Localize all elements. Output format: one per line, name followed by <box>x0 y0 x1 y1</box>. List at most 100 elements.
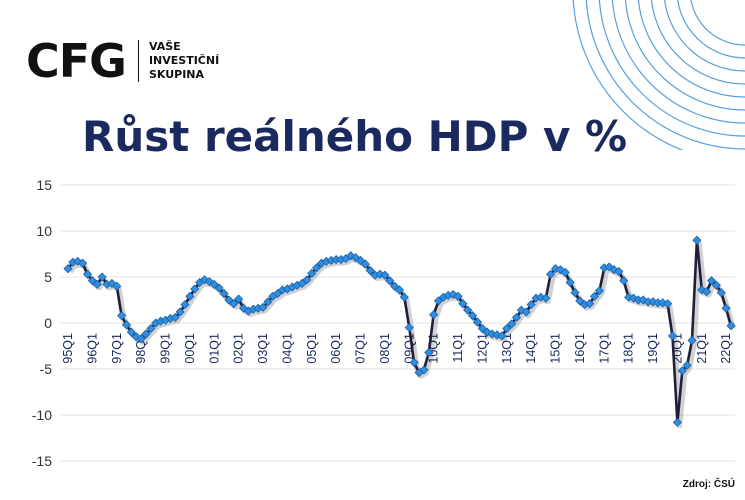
logo-tagline: VAŠE INVESTIČNÍ SKUPINA <box>149 40 219 82</box>
x-tick-label: 04Q1 <box>280 333 294 364</box>
x-tick-label: 15Q1 <box>549 333 563 364</box>
data-point <box>721 303 731 313</box>
data-point <box>419 365 429 375</box>
x-tick-label: 06Q1 <box>329 333 343 364</box>
y-tick-label: -10 <box>32 407 52 423</box>
data-point <box>619 276 629 286</box>
data-point <box>117 311 127 321</box>
logo-tagline-line-3: SKUPINA <box>148 68 205 81</box>
data-point <box>526 300 536 310</box>
x-tick-label: 16Q1 <box>573 333 587 364</box>
x-axis-tick-labels: 95Q1 96Q1 97Q1 98Q1 99Q1 00Q1 01Q1 02Q1 03Q1 04Q1… <box>61 333 733 364</box>
data-point <box>170 312 180 323</box>
data-point <box>365 265 375 276</box>
y-axis-tick-labels: 15 10 5 0 -5 -10 -15 <box>32 177 52 469</box>
data-point <box>663 299 673 309</box>
data-line-series <box>66 238 736 429</box>
data-point <box>92 279 102 289</box>
data-point <box>453 291 463 301</box>
data-point <box>521 307 531 317</box>
data-point <box>112 281 122 291</box>
data-point <box>180 300 190 310</box>
x-tick-label: 00Q1 <box>183 333 197 364</box>
data-point <box>589 291 600 301</box>
data-point <box>394 285 405 295</box>
data-point <box>380 270 390 280</box>
data-point <box>560 267 570 277</box>
data-point-markers <box>63 235 736 427</box>
data-point <box>672 417 682 427</box>
x-tick-label: 12Q1 <box>475 333 489 364</box>
data-point <box>594 286 604 296</box>
data-point <box>307 268 317 278</box>
x-tick-label: 14Q1 <box>524 333 538 364</box>
data-point <box>399 292 409 302</box>
data-point <box>409 357 419 368</box>
y-tick-label: 10 <box>36 223 52 239</box>
data-point <box>468 311 478 321</box>
data-point <box>585 299 595 309</box>
data-point <box>429 310 439 320</box>
data-point <box>502 323 512 334</box>
logo-tagline-line-2: INVESTIČNÍ <box>148 54 220 67</box>
data-point <box>263 297 273 307</box>
data-point <box>677 366 687 376</box>
data-point <box>97 272 107 282</box>
data-point <box>121 320 132 330</box>
x-tick-label: 07Q1 <box>354 333 368 364</box>
data-point <box>219 288 229 299</box>
data-point <box>507 319 517 329</box>
x-tick-label: 19Q1 <box>646 333 660 364</box>
data-point <box>458 299 468 309</box>
y-tick-label: 0 <box>44 315 52 331</box>
data-point <box>706 276 717 286</box>
data-point <box>682 360 692 370</box>
data-point <box>726 321 736 331</box>
data-point <box>82 269 93 279</box>
data-point <box>511 312 522 323</box>
series-line <box>66 238 733 424</box>
x-tick-label: 21Q1 <box>695 333 709 364</box>
data-point <box>497 331 507 341</box>
data-point <box>302 275 312 285</box>
data-point <box>565 277 575 288</box>
x-tick-label: 95Q1 <box>61 333 75 364</box>
data-point <box>546 269 556 279</box>
y-tick-label: 5 <box>44 269 52 285</box>
x-tick-label: 08Q1 <box>378 333 392 364</box>
data-point <box>258 302 268 312</box>
x-tick-label: 97Q1 <box>110 333 124 364</box>
y-tick-label: 15 <box>36 177 52 193</box>
x-tick-label: 11Q1 <box>451 333 465 363</box>
data-point <box>190 284 200 294</box>
data-point <box>360 259 370 269</box>
data-point <box>185 291 195 301</box>
data-point <box>229 299 239 309</box>
data-point <box>614 266 624 277</box>
data-point <box>78 258 88 268</box>
data-point <box>667 331 678 341</box>
data-point <box>472 317 483 327</box>
data-point <box>312 263 322 273</box>
y-tick-label: -15 <box>32 453 52 469</box>
x-tick-label: 98Q1 <box>134 333 148 364</box>
x-tick-label: 22Q1 <box>719 333 733 364</box>
data-point <box>463 305 473 315</box>
data-point <box>126 327 136 337</box>
data-point <box>385 276 395 286</box>
x-tick-label: 05Q1 <box>305 333 319 364</box>
x-tick-label: 02Q1 <box>232 333 246 364</box>
data-point <box>424 347 434 358</box>
data-point <box>687 335 697 346</box>
data-point <box>136 334 146 344</box>
x-tick-label: 99Q1 <box>159 333 173 364</box>
data-point <box>141 329 151 339</box>
logo-tagline-line-1: VAŠE <box>148 40 181 53</box>
logo: CFG VAŠE INVESTIČNÍ SKUPINA <box>26 38 219 84</box>
data-point <box>146 323 156 334</box>
x-tick-label: 03Q1 <box>256 333 270 364</box>
data-point <box>711 280 721 290</box>
source-note: Zdroj: ČSÚ <box>682 479 735 490</box>
data-point <box>404 323 414 333</box>
